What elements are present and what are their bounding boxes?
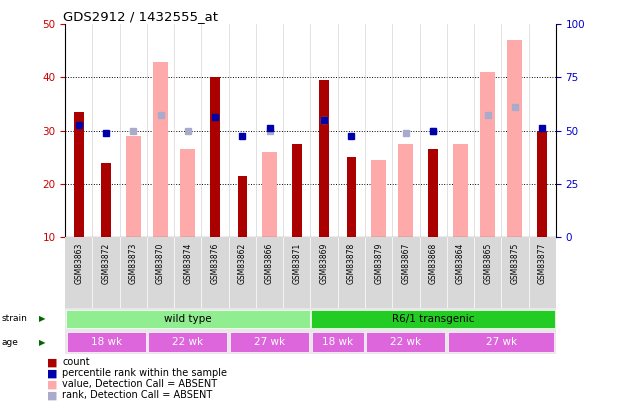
Text: 27 wk: 27 wk [486, 337, 517, 347]
Bar [448, 332, 555, 352]
Bar [312, 332, 364, 352]
Text: GSM83873: GSM83873 [129, 243, 138, 284]
Text: R6/1 transgenic: R6/1 transgenic [392, 314, 474, 324]
Bar [74, 112, 84, 237]
Text: GSM83874: GSM83874 [183, 243, 193, 284]
Text: ■: ■ [47, 390, 57, 400]
Text: 27 wk: 27 wk [254, 337, 285, 347]
Text: GSM83872: GSM83872 [102, 243, 111, 284]
Bar [148, 332, 227, 352]
Text: 22 wk: 22 wk [172, 337, 204, 347]
Bar [399, 144, 414, 237]
Text: value, Detection Call = ABSENT: value, Detection Call = ABSENT [62, 379, 217, 389]
Text: GSM83865: GSM83865 [483, 243, 492, 284]
Bar [180, 149, 196, 237]
Text: GSM83878: GSM83878 [347, 243, 356, 284]
Bar [262, 152, 277, 237]
Text: 18 wk: 18 wk [91, 337, 122, 347]
Text: age: age [1, 338, 18, 347]
Bar [126, 136, 141, 237]
Bar [211, 77, 220, 237]
Text: GSM83864: GSM83864 [456, 243, 465, 284]
Text: GSM83868: GSM83868 [428, 243, 438, 284]
Text: ▶: ▶ [39, 338, 45, 347]
Text: ■: ■ [47, 358, 57, 367]
Text: count: count [62, 358, 89, 367]
Text: wild type: wild type [164, 314, 212, 324]
Bar [66, 309, 310, 328]
Text: 18 wk: 18 wk [322, 337, 353, 347]
Text: GSM83875: GSM83875 [510, 243, 519, 284]
Bar [311, 309, 555, 328]
Text: GSM83879: GSM83879 [374, 243, 383, 284]
Bar [428, 149, 438, 237]
Text: ▶: ▶ [39, 314, 45, 324]
Text: GDS2912 / 1432555_at: GDS2912 / 1432555_at [63, 10, 218, 23]
Bar [319, 80, 329, 237]
Text: GSM83876: GSM83876 [211, 243, 220, 284]
Bar [153, 62, 168, 237]
Text: 22 wk: 22 wk [391, 337, 422, 347]
Text: GSM83877: GSM83877 [538, 243, 546, 284]
Text: GSM83867: GSM83867 [401, 243, 410, 284]
Text: ■: ■ [47, 369, 57, 378]
Bar [366, 332, 445, 352]
Bar [537, 130, 547, 237]
Bar [66, 332, 145, 352]
Bar [292, 144, 302, 237]
Text: GSM83862: GSM83862 [238, 243, 247, 284]
Bar [101, 162, 111, 237]
Text: rank, Detection Call = ABSENT: rank, Detection Call = ABSENT [62, 390, 212, 400]
Text: GSM83870: GSM83870 [156, 243, 165, 284]
Bar [347, 157, 356, 237]
Text: percentile rank within the sample: percentile rank within the sample [62, 369, 227, 378]
Text: GSM83866: GSM83866 [265, 243, 274, 284]
Bar [507, 40, 522, 237]
Bar [453, 144, 468, 237]
Text: GSM83871: GSM83871 [292, 243, 301, 284]
Text: GSM83869: GSM83869 [320, 243, 329, 284]
Bar [238, 176, 247, 237]
Bar [230, 332, 309, 352]
Text: GSM83863: GSM83863 [75, 243, 83, 284]
Text: strain: strain [1, 314, 27, 324]
Bar [371, 160, 386, 237]
Text: ■: ■ [47, 379, 57, 389]
Bar [480, 72, 495, 237]
